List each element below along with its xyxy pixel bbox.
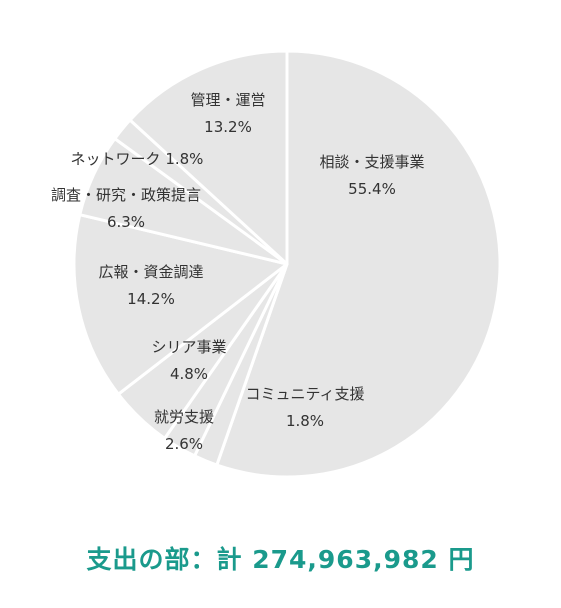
slice-category-label: 相談・支援事業 <box>319 153 424 171</box>
slice-percent-label: 13.2% <box>204 118 252 136</box>
slice-percent-label: 4.8% <box>170 365 208 383</box>
expense-pie-chart: 相談・支援事業 55.4% コミュニティ支援 1.8% 就労支援 2.6% シリア事業 4.8… <box>51 49 502 479</box>
slice-percent-label: 1.8% <box>286 412 324 430</box>
slice-category-label: 就労支援 <box>154 408 214 426</box>
slice-percent-label: 55.4% <box>348 180 396 198</box>
slice-category-label: 調査・研究・政策提言 <box>51 186 201 204</box>
slice-category-label: シリア事業 <box>151 338 226 356</box>
slice-percent-label: 6.3% <box>107 213 145 231</box>
slice-category-label: 広報・資金調達 <box>98 263 203 281</box>
slice-label: ネットワーク 1.8% <box>71 150 204 168</box>
slice-percent-label: 2.6% <box>165 435 203 453</box>
total-expense-text: 支出の部：計 274,963,982 円 <box>86 545 475 574</box>
slice-category-label: コミュニティ支援 <box>245 385 364 403</box>
slice-category-label: 管理・運営 <box>190 91 265 109</box>
slice-percent-label: 14.2% <box>127 290 175 308</box>
pie-slice <box>128 49 289 266</box>
pie-slice <box>72 213 289 396</box>
